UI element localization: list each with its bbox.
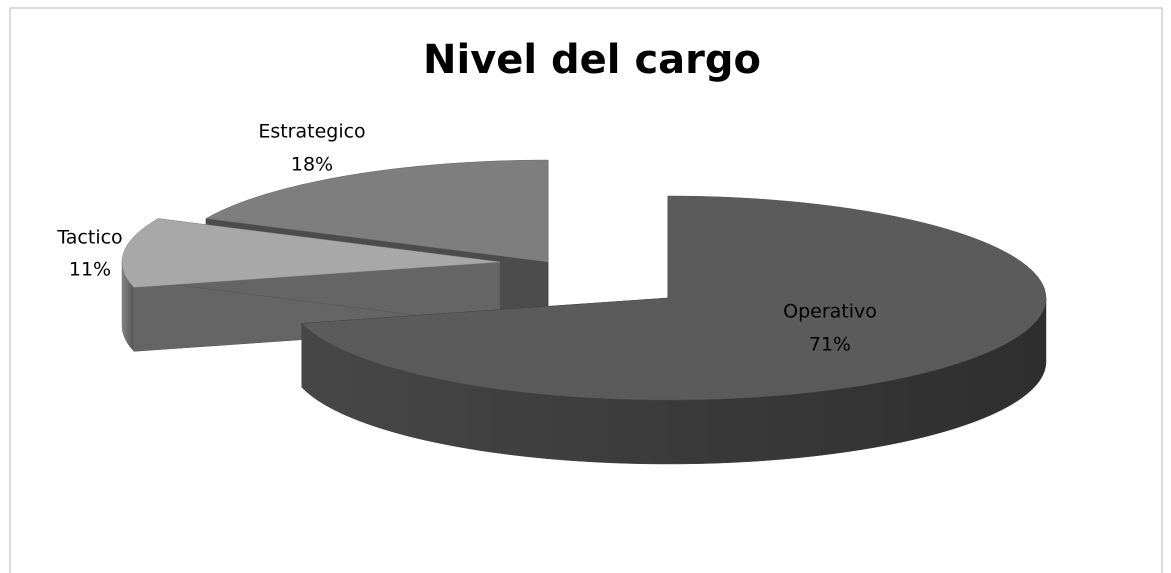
slice: [121, 218, 501, 288]
slice-value-label: 18%: [291, 154, 333, 176]
slice-label: Tactico: [56, 227, 122, 249]
slice: [205, 159, 549, 263]
slice-label: Estrategico: [258, 121, 365, 143]
chart-title: Nivel del cargo: [423, 37, 761, 83]
slice-value-label: 11%: [69, 259, 111, 281]
slice: [301, 195, 1047, 401]
slice-value-label: 71%: [809, 334, 851, 356]
slice-label: Operativo: [783, 301, 877, 323]
